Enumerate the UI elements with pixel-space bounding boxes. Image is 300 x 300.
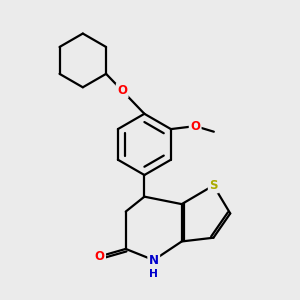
Text: N: N bbox=[149, 254, 159, 267]
Text: O: O bbox=[190, 120, 200, 133]
Text: H: H bbox=[149, 269, 158, 279]
Text: S: S bbox=[209, 179, 218, 192]
Text: O: O bbox=[117, 84, 127, 97]
Text: O: O bbox=[94, 250, 105, 263]
